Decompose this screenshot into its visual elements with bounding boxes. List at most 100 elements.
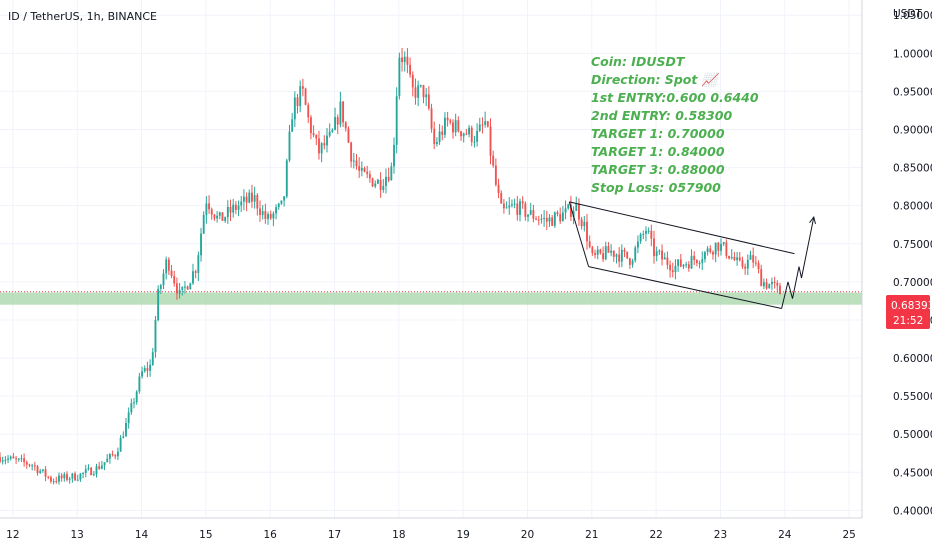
candle [532,204,535,223]
candle-body [586,221,588,242]
candle [68,476,71,484]
candle-body [248,192,251,203]
candle [529,202,532,216]
candle [470,125,473,147]
candle [159,283,162,294]
candle [497,178,500,199]
candle [175,277,178,300]
candle-body [376,179,379,184]
candle [167,257,170,275]
price-axis[interactable]: 0.400000.450000.500000.550000.600000.650… [893,10,932,517]
candle-body [58,475,60,482]
candle [133,397,135,409]
candle [642,230,645,240]
candle-body [334,117,336,130]
channel-upper-line[interactable] [569,201,795,255]
x-tick-label: 24 [778,529,792,541]
candle [728,255,730,260]
candle-body [698,262,701,264]
y-tick-label: 0.70000 [893,277,932,289]
candle-body [417,85,420,98]
candle [280,200,283,205]
candle [639,232,642,244]
candle [173,270,176,287]
candle-body [39,470,42,473]
projection-path[interactable] [781,217,815,309]
candle [757,260,760,274]
candle-body [307,104,310,118]
time-axis[interactable]: 12 13 14 15 16 17 18 19 20 21 22 23 24 25 [6,529,856,541]
candle [607,242,610,253]
candle-body [409,64,412,75]
candle [720,238,722,256]
candle-body [484,121,487,125]
candle-body [159,285,162,289]
candle-body [7,458,9,460]
candle-body [519,201,521,215]
candle-body [328,131,331,136]
candle-body [119,437,122,452]
trade-annotation: Coin: IDUSDT Direction: Spot 📈 1st ENTRY… [591,54,759,195]
last-price-tag[interactable]: 0.68393 21:52 [886,295,932,329]
candle [283,196,286,207]
candle [47,475,50,480]
candle [604,241,607,261]
candle-body [352,160,355,162]
candle-body [481,124,484,126]
candle-body [79,473,82,480]
candle-body [623,249,626,252]
candle [326,128,328,153]
candle-body [543,217,546,219]
candle-body [583,221,586,227]
candle [141,366,143,379]
candle [1,456,4,465]
candle-body [545,217,548,222]
candle-body [66,474,68,480]
candle-body [221,212,224,221]
candle [551,215,554,227]
candle [229,199,232,221]
candle-body [374,183,377,187]
candle [234,201,237,215]
candle-body [438,131,441,143]
candle-body [240,201,243,206]
candle-body [653,238,655,257]
candle-body [226,206,229,218]
candle-body [130,403,133,413]
channel-lower-line[interactable] [588,266,782,310]
candle [516,196,519,221]
candle [79,472,82,482]
candle-body [135,391,138,403]
candle [259,200,261,222]
candle [288,124,291,163]
candle-body [339,101,342,125]
candle-body [535,218,538,220]
candle [519,198,521,222]
candle [736,252,739,266]
candle-body [390,166,393,181]
candle [106,454,109,463]
candle [500,190,503,204]
candle [698,260,701,269]
candle [403,51,406,72]
x-tick-label: 12 [6,529,19,541]
candle [773,276,776,289]
candle-body [31,465,34,467]
candle [261,204,264,220]
candle [66,471,68,482]
candle [374,180,377,189]
candle [170,265,173,279]
candle-body [358,166,361,171]
candle [269,210,272,221]
candle-body [677,259,680,266]
candle [435,137,438,147]
candle-body [548,217,551,222]
candle [320,142,323,163]
candle-body [33,465,36,467]
y-tick-label: 1.00000 [893,48,932,60]
candle [312,125,315,138]
